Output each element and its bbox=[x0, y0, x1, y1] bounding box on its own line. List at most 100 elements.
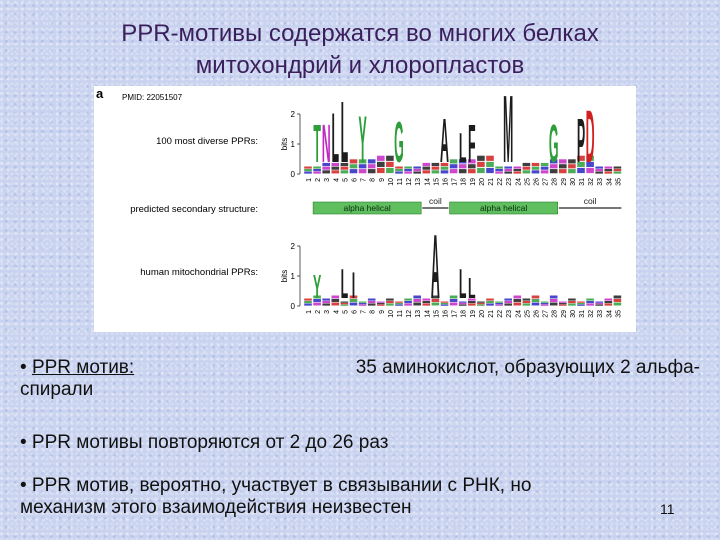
pmid-label: PMID: 22051507 bbox=[122, 93, 183, 102]
bottom-residue-stack bbox=[504, 303, 512, 306]
bottom-residue-stack bbox=[586, 303, 594, 306]
top-residue-stack bbox=[358, 159, 367, 164]
bullet-1-marker: • bbox=[20, 357, 32, 378]
bottom-residue-stack bbox=[549, 299, 558, 302]
bottom-residue-stack bbox=[349, 295, 358, 299]
top-residue-stack bbox=[540, 166, 549, 170]
top-residue-stack bbox=[522, 170, 531, 174]
top-residue-stack bbox=[331, 166, 340, 170]
top-residue-stack bbox=[604, 169, 613, 172]
top-residue-stack bbox=[349, 164, 358, 169]
top-logo-letter-d: D bbox=[586, 96, 595, 178]
top-residue-stack bbox=[422, 166, 431, 170]
bottom-residue-stack bbox=[331, 299, 340, 302]
bottom-position-label: 17 bbox=[452, 310, 459, 318]
bottom-residue-stack bbox=[377, 301, 385, 303]
bottom-residue-stack bbox=[513, 299, 522, 302]
helix-segment bbox=[449, 201, 559, 215]
bottom-residue-stack bbox=[440, 303, 449, 305]
bottom-residue-stack bbox=[595, 301, 603, 303]
top-position-label: 3 bbox=[324, 178, 331, 182]
top-residue-stack bbox=[377, 155, 385, 161]
bottom-position-label: 30 bbox=[570, 310, 577, 318]
top-residue-stack bbox=[504, 166, 512, 169]
top-residue-stack bbox=[504, 171, 512, 174]
bottom-position-label: 2 bbox=[315, 310, 322, 314]
top-residue-stack bbox=[440, 162, 449, 167]
bottom-residue-stack bbox=[395, 303, 403, 305]
bottom-residue-stack bbox=[540, 304, 549, 306]
bottom-position-label: 31 bbox=[579, 310, 586, 318]
top-residue-stack bbox=[322, 162, 330, 167]
bottom-residue-stack bbox=[458, 303, 467, 305]
top-residue-stack bbox=[449, 169, 458, 174]
bottom-position-label: 29 bbox=[561, 310, 568, 318]
top-position-label: 31 bbox=[579, 178, 586, 186]
top-residue-stack bbox=[304, 169, 312, 172]
bottom-residue-stack bbox=[504, 298, 512, 301]
bottom-residue-stack bbox=[604, 303, 613, 306]
top-residue-stack bbox=[568, 159, 576, 164]
top-y-tick-label: 1 bbox=[291, 140, 296, 149]
bottom-position-label: 27 bbox=[543, 310, 550, 318]
top-logo-letter-p: P bbox=[577, 107, 585, 176]
bottom-logo-label: human mitochondrial PPRs: bbox=[140, 267, 258, 278]
top-residue-stack bbox=[358, 164, 367, 169]
bottom-position-label: 7 bbox=[361, 310, 368, 314]
bottom-residue-stack bbox=[395, 301, 403, 303]
top-residue-stack bbox=[540, 162, 549, 167]
bottom-residue-stack bbox=[486, 298, 494, 301]
top-residue-stack bbox=[549, 159, 558, 164]
bottom-residue-stack bbox=[504, 301, 512, 304]
bottom-residue-stack bbox=[358, 304, 367, 306]
bottom-residue-stack bbox=[431, 302, 440, 306]
title-line-1: PPR-мотивы содержатся во многих белках bbox=[121, 20, 599, 47]
bottom-residue-stack bbox=[395, 304, 403, 306]
top-position-label: 23 bbox=[506, 178, 513, 186]
top-position-label: 4 bbox=[333, 178, 340, 182]
bottom-residue-stack bbox=[304, 301, 312, 304]
top-residue-stack bbox=[513, 171, 522, 174]
top-residue-stack bbox=[413, 169, 421, 172]
top-residue-stack bbox=[404, 166, 412, 169]
helix-segment-label: alpha helical bbox=[480, 203, 527, 213]
helix-segment bbox=[312, 201, 422, 215]
bottom-position-label: 21 bbox=[488, 310, 495, 318]
top-residue-stack bbox=[449, 159, 458, 164]
top-residue-stack bbox=[568, 169, 576, 174]
bottom-residue-stack bbox=[313, 302, 321, 306]
top-residue-stack bbox=[440, 166, 449, 170]
bottom-residue-stack bbox=[331, 302, 340, 306]
top-logo-letter-l: L bbox=[459, 125, 467, 171]
top-position-label: 30 bbox=[570, 178, 577, 186]
bottom-position-label: 20 bbox=[479, 310, 486, 318]
top-residue-stack bbox=[386, 155, 394, 161]
bottom-residue-stack bbox=[404, 303, 412, 306]
top-bits-label: bits bbox=[280, 138, 289, 150]
top-residue-stack bbox=[577, 155, 585, 161]
bottom-position-label: 13 bbox=[415, 310, 422, 318]
bottom-residue-stack bbox=[568, 298, 576, 301]
top-position-label: 34 bbox=[606, 178, 613, 186]
top-residue-stack bbox=[486, 167, 494, 174]
bottom-residue-stack bbox=[468, 298, 476, 301]
bottom-residue-stack bbox=[449, 302, 458, 306]
bullet-ppr-motif: • PPR мотив: 35 аминокислот, образующих … bbox=[20, 357, 700, 401]
top-residue-stack bbox=[304, 171, 312, 174]
top-residue-stack bbox=[522, 162, 531, 167]
top-position-label: 14 bbox=[424, 178, 431, 186]
bottom-residue-stack bbox=[440, 301, 449, 303]
top-residue-stack bbox=[504, 169, 512, 172]
top-residue-stack bbox=[458, 169, 467, 174]
bottom-residue-stack bbox=[367, 301, 376, 304]
structure-label: predicted secondary structure: bbox=[130, 204, 258, 215]
coil-segment-label: coil bbox=[429, 196, 442, 206]
top-position-label: 16 bbox=[443, 178, 450, 186]
top-residue-stack bbox=[468, 169, 476, 174]
top-residue-stack bbox=[486, 161, 494, 167]
bottom-position-label: 16 bbox=[443, 310, 450, 318]
top-residue-stack bbox=[322, 166, 330, 170]
bullet-repeats: • PPR мотивы повторяются от 2 до 26 раз bbox=[20, 432, 389, 453]
top-residue-stack bbox=[313, 171, 321, 174]
bottom-residue-stack bbox=[577, 304, 585, 306]
